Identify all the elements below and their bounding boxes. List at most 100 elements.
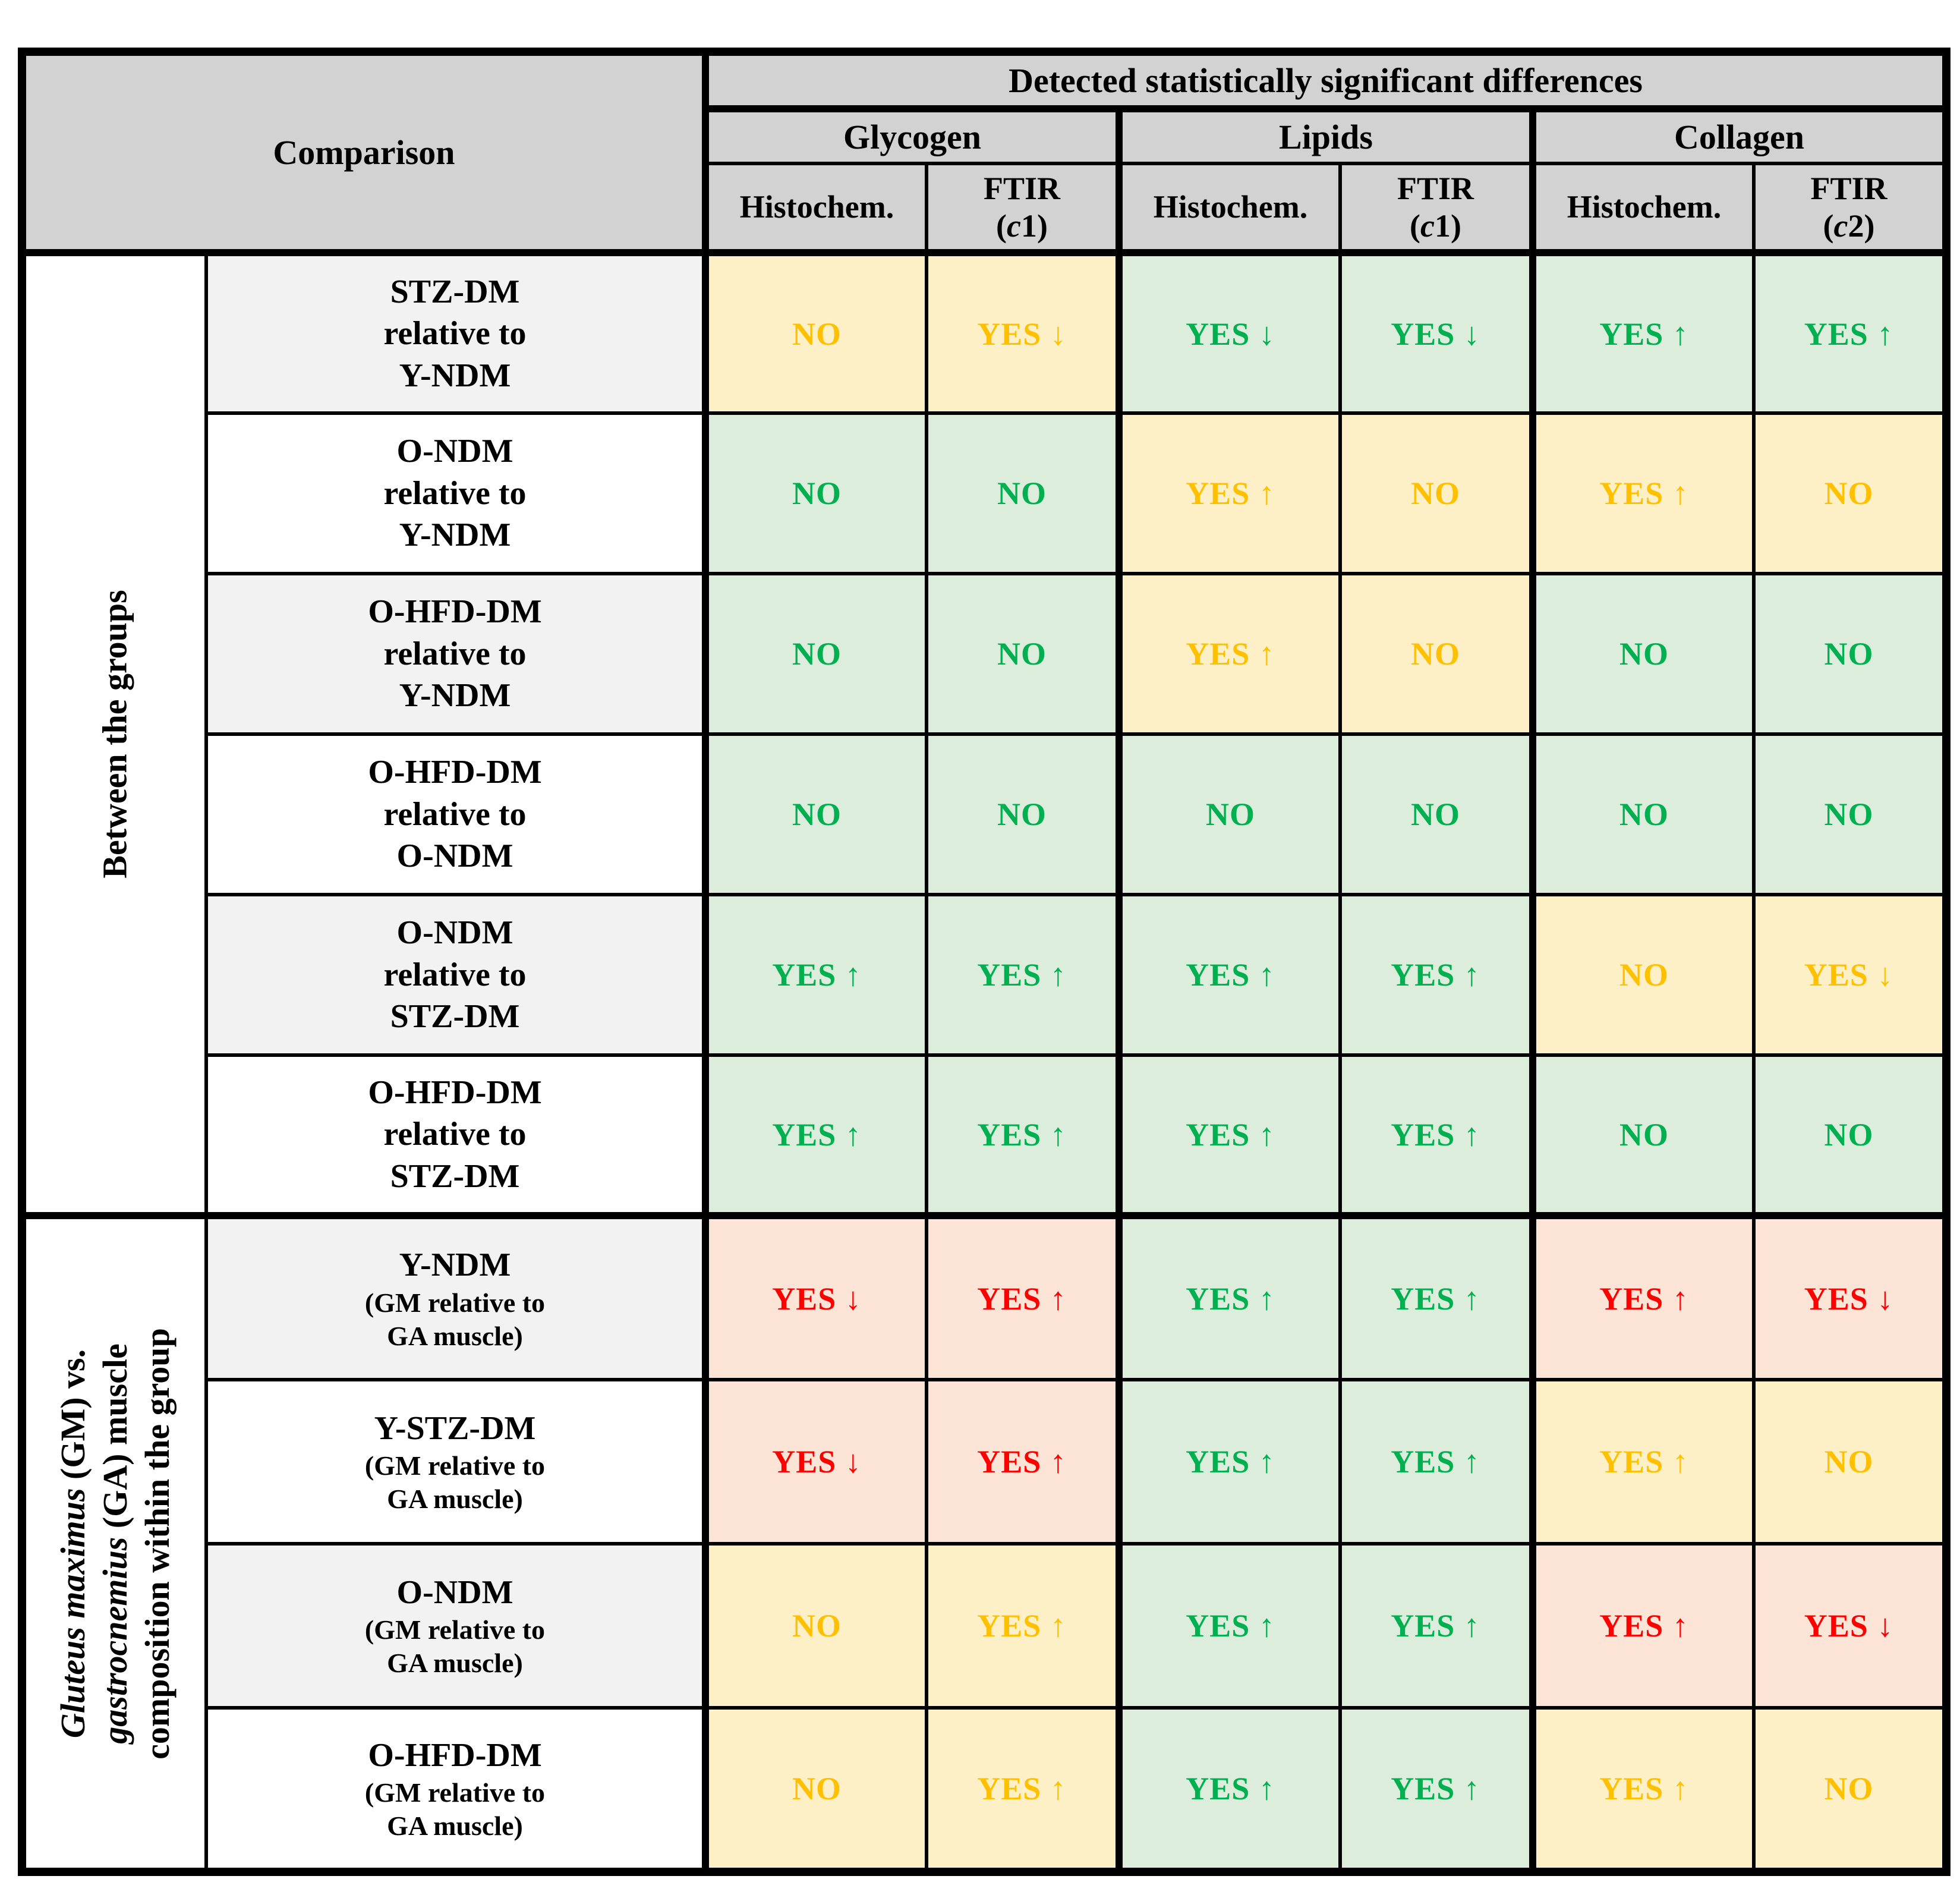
result-cell: YES ↑	[925, 1053, 1121, 1217]
result-value: YES ↑	[1391, 1608, 1480, 1644]
row-label: O-HFD-DM (GM relative to GA muscle)	[204, 1706, 709, 1874]
result-value: NO	[1206, 797, 1255, 832]
result-value: YES ↑	[1186, 1608, 1275, 1644]
detected-label: Detected statistically significant diffe…	[1009, 61, 1643, 100]
result-cell: YES ↑	[1529, 1542, 1756, 1710]
result-cell: YES ↑	[1338, 1378, 1534, 1546]
result-value: YES ↓	[772, 1444, 862, 1480]
ftir-component-label: (c1)	[996, 207, 1048, 244]
result-value: YES ↓	[1186, 316, 1275, 352]
header-method-lipids-ftir: FTIR (c1)	[1338, 162, 1534, 256]
header-method-glycogen-histochem: Histochem.	[704, 162, 928, 256]
group-label-between-groups: Between the groups	[20, 249, 208, 1217]
row-label-main: O-HFD-DM relative to Y-NDM	[368, 593, 542, 714]
result-value: YES ↑	[1599, 1608, 1689, 1644]
result-cell: YES ↑	[1338, 1212, 1534, 1381]
result-value: NO	[1824, 476, 1874, 511]
result-value: NO	[792, 476, 842, 511]
result-value: NO	[1824, 636, 1874, 672]
result-cell: NO	[1116, 732, 1342, 896]
result-value: NO	[1824, 1116, 1874, 1153]
row-label: O-HFD-DM relative to O-NDM	[204, 732, 709, 896]
result-value: NO	[997, 636, 1047, 672]
result-cell: YES ↑	[1116, 411, 1342, 575]
result-cell: NO	[704, 411, 928, 575]
result-cell: YES ↑	[1116, 1378, 1342, 1546]
result-value: YES ↑	[1599, 1771, 1689, 1806]
row-label-main: O-HFD-DM relative to O-NDM	[368, 754, 542, 875]
result-value: YES ↑	[1391, 1280, 1480, 1317]
result-cell: YES ↑	[1116, 1706, 1342, 1874]
ftir-component-label: (c1)	[1410, 207, 1461, 244]
result-cell: YES ↑	[1529, 249, 1756, 415]
result-value: NO	[1824, 1771, 1874, 1806]
result-value: YES ↑	[1391, 1444, 1480, 1480]
row-label-main: STZ-DM relative to Y-NDM	[383, 273, 527, 394]
result-cell: NO	[1752, 1378, 1948, 1546]
result-value: YES ↓	[772, 1280, 862, 1317]
row-label: O-NDM relative to Y-NDM	[204, 411, 709, 575]
group-label-text: Gluteus maximus (GM) vs. gastrocnemius (G…	[53, 1327, 177, 1759]
row-label: STZ-DM relative to Y-NDM	[204, 249, 709, 415]
result-cell: NO	[704, 572, 928, 736]
result-cell: YES ↓	[925, 249, 1121, 415]
result-cell: YES ↑	[1529, 411, 1756, 575]
row-label: O-NDM relative to STZ-DM	[204, 893, 709, 1057]
header-comparison: Comparison	[20, 50, 709, 254]
result-value: YES ↑	[1186, 957, 1275, 993]
result-cell: YES ↓	[1338, 249, 1534, 415]
result-value: YES ↑	[1186, 476, 1275, 511]
result-value: YES ↑	[977, 1444, 1067, 1480]
result-cell: NO	[925, 572, 1121, 736]
header-detected: Detected statistically significant diffe…	[702, 50, 1948, 112]
result-cell: YES ↑	[925, 1706, 1121, 1874]
result-cell: YES ↑	[704, 1053, 928, 1217]
result-cell: NO	[1752, 411, 1948, 575]
result-cell: YES ↓	[1752, 1212, 1948, 1381]
result-value: YES ↑	[1599, 1280, 1689, 1317]
result-cell: NO	[1752, 732, 1948, 896]
result-cell: NO	[1529, 572, 1756, 736]
result-cell: YES ↑	[1338, 1706, 1534, 1874]
header-analyte-collagen: Collagen	[1529, 107, 1948, 165]
result-value: YES ↑	[1186, 1280, 1275, 1317]
result-value: NO	[1619, 797, 1669, 832]
result-cell: YES ↑	[704, 893, 928, 1057]
comparison-label: Comparison	[273, 133, 455, 172]
result-cell: NO	[1529, 1053, 1756, 1217]
result-value: YES ↑	[977, 1608, 1067, 1644]
result-value: NO	[997, 797, 1047, 832]
result-value: NO	[792, 1771, 842, 1806]
row-label-sub: (GM relative to GA muscle)	[364, 1287, 546, 1351]
result-value: NO	[792, 797, 842, 832]
group-label-text: Between the groups	[95, 590, 134, 879]
result-cell: YES ↑	[1529, 1706, 1756, 1874]
result-value: NO	[792, 636, 842, 672]
result-value: NO	[997, 476, 1047, 511]
result-cell: NO	[1752, 1053, 1948, 1217]
header-analyte-glycogen: Glycogen	[704, 107, 1121, 165]
result-cell: YES ↑	[1116, 893, 1342, 1057]
result-value: NO	[1824, 1444, 1874, 1480]
row-label: Y-NDM (GM relative to GA muscle)	[204, 1212, 709, 1381]
result-value: YES ↑	[1391, 1116, 1480, 1153]
header-analyte-lipids: Lipids	[1116, 107, 1534, 165]
result-cell: YES ↓	[1116, 249, 1342, 415]
result-cell: NO	[1529, 732, 1756, 896]
row-label: O-NDM (GM relative to GA muscle)	[204, 1542, 709, 1710]
row-label-sub: (GM relative to GA muscle)	[364, 1614, 546, 1679]
result-cell: NO	[1529, 893, 1756, 1057]
row-label: O-HFD-DM relative to Y-NDM	[204, 572, 709, 736]
result-value: YES ↑	[1804, 316, 1894, 352]
row-label-main: O-NDM relative to Y-NDM	[383, 433, 527, 554]
result-value: YES ↓	[1804, 957, 1894, 993]
result-value: NO	[1411, 476, 1460, 511]
row-label-main: O-HFD-DM	[368, 1736, 542, 1774]
result-cell: YES ↑	[1529, 1378, 1756, 1546]
result-value: YES ↓	[1804, 1608, 1894, 1644]
row-label: Y-STZ-DM (GM relative to GA muscle)	[204, 1378, 709, 1546]
result-cell: YES ↑	[925, 1542, 1121, 1710]
result-value: YES ↑	[1186, 1771, 1275, 1806]
result-cell: NO	[1338, 732, 1534, 896]
header-method-lipids-histochem: Histochem.	[1116, 162, 1342, 256]
